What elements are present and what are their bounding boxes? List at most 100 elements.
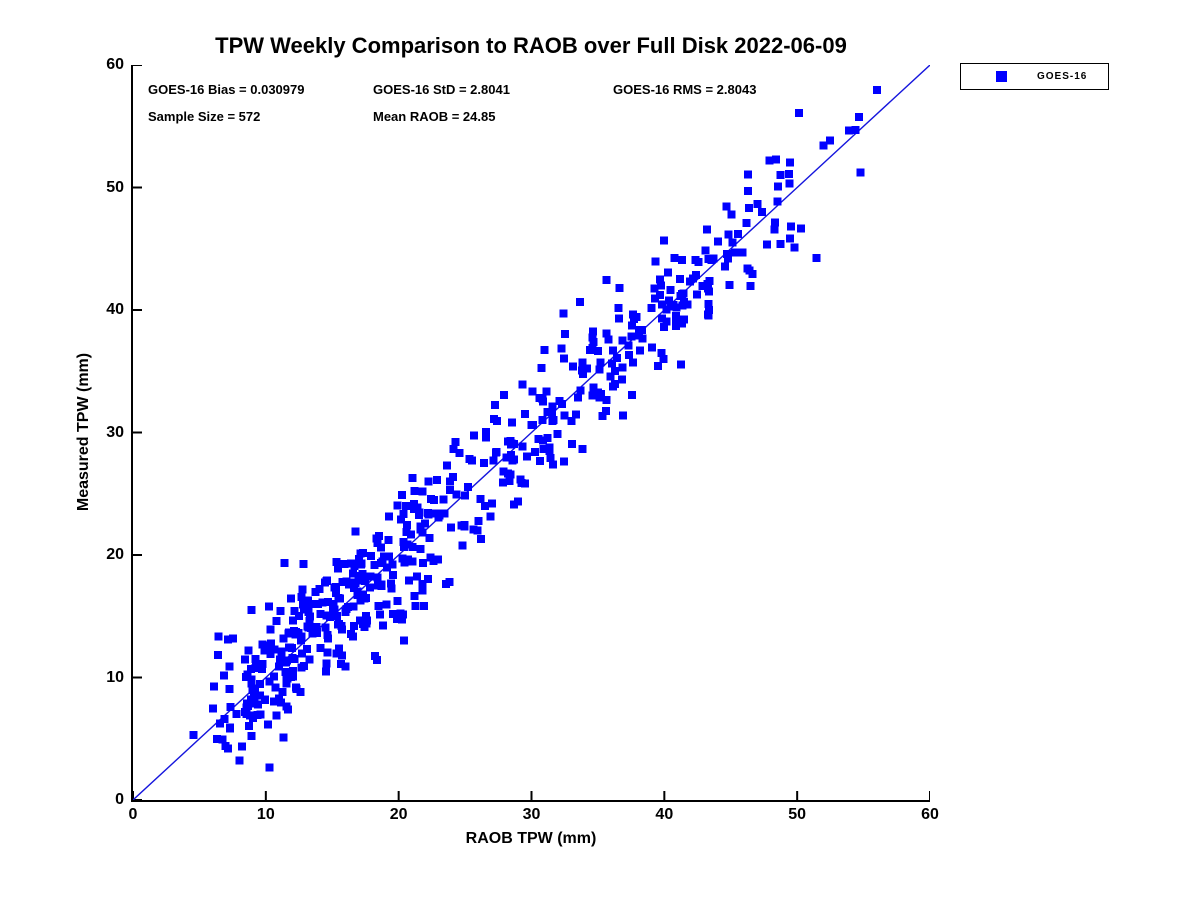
scatter-point <box>746 282 755 291</box>
scatter-point <box>657 314 666 323</box>
scatter-point <box>742 219 751 228</box>
scatter-point <box>744 170 752 179</box>
scatter-point <box>405 576 413 585</box>
scatter-point <box>441 580 450 589</box>
scatter-point <box>593 388 602 397</box>
scatter-point <box>548 402 557 411</box>
scatter-point <box>578 366 586 375</box>
scatter-point <box>289 672 297 681</box>
scatter-point <box>446 477 455 486</box>
scatter-point <box>332 557 341 566</box>
scatter-point <box>543 408 552 416</box>
scatter-point <box>677 360 685 369</box>
scatter-point <box>460 491 469 500</box>
scatter-point <box>322 576 331 585</box>
scatter-point <box>651 257 660 266</box>
scatter-point <box>542 387 551 396</box>
scatter-point <box>356 549 365 558</box>
scatter-point <box>304 607 313 616</box>
scatter-point <box>588 343 597 352</box>
scatter-point <box>251 664 260 672</box>
scatter-point <box>567 416 576 425</box>
scatter-point <box>465 455 474 464</box>
scatter-point <box>553 430 562 439</box>
scatter-point <box>318 598 327 607</box>
scatter-point <box>316 609 325 618</box>
scatter-point <box>384 552 393 561</box>
x-tick-label: 60 <box>921 806 939 823</box>
scatter-point <box>266 625 275 634</box>
scatter-point <box>410 486 419 495</box>
scatter-point <box>602 276 611 285</box>
scatter-point <box>300 661 308 670</box>
scatter-point <box>251 654 260 663</box>
scatter-point <box>258 640 267 649</box>
scatter-point <box>225 685 234 694</box>
scatter-point <box>290 606 299 615</box>
scatter-point <box>357 560 366 569</box>
scatter-point <box>615 314 623 323</box>
scatter-point <box>329 600 338 609</box>
scatter-point <box>851 126 860 135</box>
scatter-point <box>540 345 549 354</box>
scatter-point <box>575 298 584 307</box>
scatter-point <box>610 366 619 375</box>
scatter-point <box>428 509 437 518</box>
y-tick-label: 40 <box>106 301 124 318</box>
scatter-point <box>678 255 687 264</box>
y-tick-label: 50 <box>106 178 124 196</box>
scatter-point <box>248 686 257 695</box>
scatter-point <box>445 486 454 495</box>
scatter-point <box>338 578 347 587</box>
scatter-point <box>418 586 427 595</box>
scatter-point <box>298 600 307 609</box>
scatter-point <box>302 645 311 653</box>
scatter-point <box>383 563 392 572</box>
scatter-point <box>298 585 307 594</box>
scatter-point <box>694 257 703 266</box>
scatter-point <box>665 296 673 305</box>
scatter-point <box>402 528 411 537</box>
scatter-point <box>588 333 597 342</box>
scatter-point <box>618 363 627 372</box>
scatter-point <box>287 594 296 603</box>
scatter-point <box>491 400 500 409</box>
scatter-point <box>730 248 739 257</box>
scatter-point <box>354 572 363 581</box>
scatter-point <box>247 606 256 615</box>
scatter-point <box>402 501 411 510</box>
scatter-point <box>443 461 451 470</box>
scatter-point <box>212 735 221 744</box>
scatter-point <box>704 284 713 293</box>
scatter-point <box>246 665 255 674</box>
scatter-point <box>500 391 509 400</box>
x-tick-label: 50 <box>788 806 807 823</box>
scatter-point <box>214 632 223 641</box>
scatter-point <box>509 500 518 509</box>
scatter-point <box>648 343 656 352</box>
scatter-point <box>349 622 358 630</box>
scatter-point <box>281 668 290 677</box>
scatter-point <box>274 694 283 703</box>
scatter-point <box>297 649 306 658</box>
scatter-point <box>354 554 363 563</box>
scatter-point <box>322 659 331 668</box>
scatter-point <box>568 362 577 371</box>
scatter-point <box>543 434 552 443</box>
scatter-point <box>476 494 485 503</box>
scatter-point <box>274 662 283 671</box>
scatter-point <box>606 372 615 381</box>
scatter-point <box>429 496 438 504</box>
scatter-point <box>382 600 391 609</box>
scatter-point <box>291 683 300 692</box>
scatter-point <box>306 623 315 632</box>
scatter-point <box>745 204 754 212</box>
scatter-point <box>356 576 365 585</box>
scatter-point <box>366 552 375 561</box>
scatter-point <box>315 585 324 593</box>
scatter-point <box>595 365 604 374</box>
scatter-point <box>235 756 244 765</box>
scatter-point <box>380 552 388 561</box>
scatter-point <box>546 454 555 463</box>
